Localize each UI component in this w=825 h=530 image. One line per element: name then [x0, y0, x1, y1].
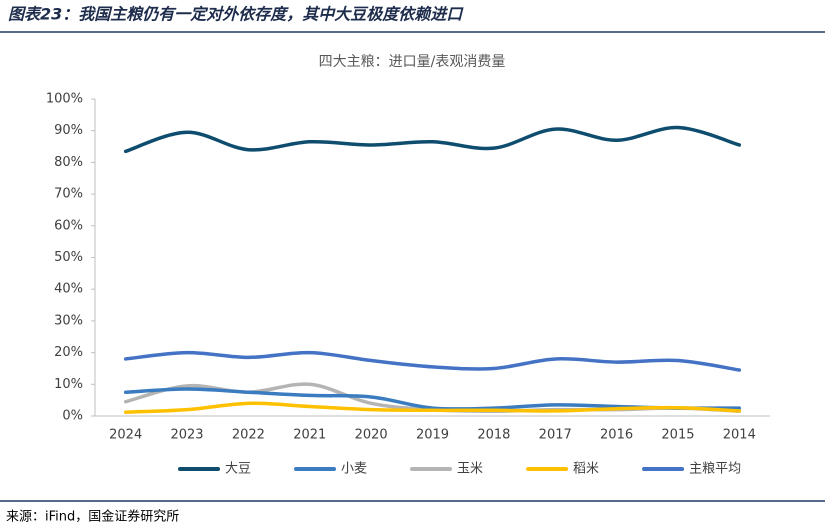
y-tick-label: 60%	[54, 218, 83, 233]
series-line	[123, 125, 742, 154]
x-tick-label: 2020	[355, 428, 388, 443]
y-tick-label: 0%	[62, 409, 83, 424]
legend-label: 稻米	[573, 462, 599, 477]
legend-label: 小麦	[341, 462, 367, 477]
x-tick-label: 2015	[661, 428, 694, 443]
y-tick-label: 30%	[54, 313, 83, 328]
y-tick-label: 50%	[54, 250, 83, 265]
x-tick-label: 2014	[723, 428, 756, 443]
x-tick-label: 2022	[232, 428, 265, 443]
x-tick-label: 2023	[170, 428, 203, 443]
x-tick-label: 2018	[477, 428, 510, 443]
x-tick-label: 2021	[293, 428, 326, 443]
y-tick-label: 70%	[54, 187, 83, 202]
y-tick-label: 90%	[54, 123, 83, 138]
x-tick-label: 2017	[539, 428, 572, 443]
x-tick-label: 2019	[416, 428, 449, 443]
y-tick-label: 100%	[46, 92, 83, 107]
chart-title: 四大主粮：进口量/表观消费量	[319, 54, 506, 70]
figure-title: 图表23：我国主粮仍有一定对外依存度，其中大豆极度依赖进口	[8, 5, 464, 24]
legend-label: 大豆	[225, 462, 251, 477]
legend-label: 玉米	[457, 462, 483, 477]
legend-label: 主粮平均	[689, 462, 741, 477]
x-tick-label: 2016	[600, 428, 633, 443]
x-tick-label: 2024	[109, 428, 142, 443]
series-line	[123, 350, 742, 372]
y-tick-label: 40%	[54, 282, 83, 297]
y-tick-label: 10%	[54, 377, 83, 392]
y-tick-label: 80%	[54, 155, 83, 170]
series-line	[123, 401, 742, 414]
source: 来源：iFind，国金证券研究所	[6, 509, 179, 525]
y-tick-label: 20%	[54, 345, 83, 360]
